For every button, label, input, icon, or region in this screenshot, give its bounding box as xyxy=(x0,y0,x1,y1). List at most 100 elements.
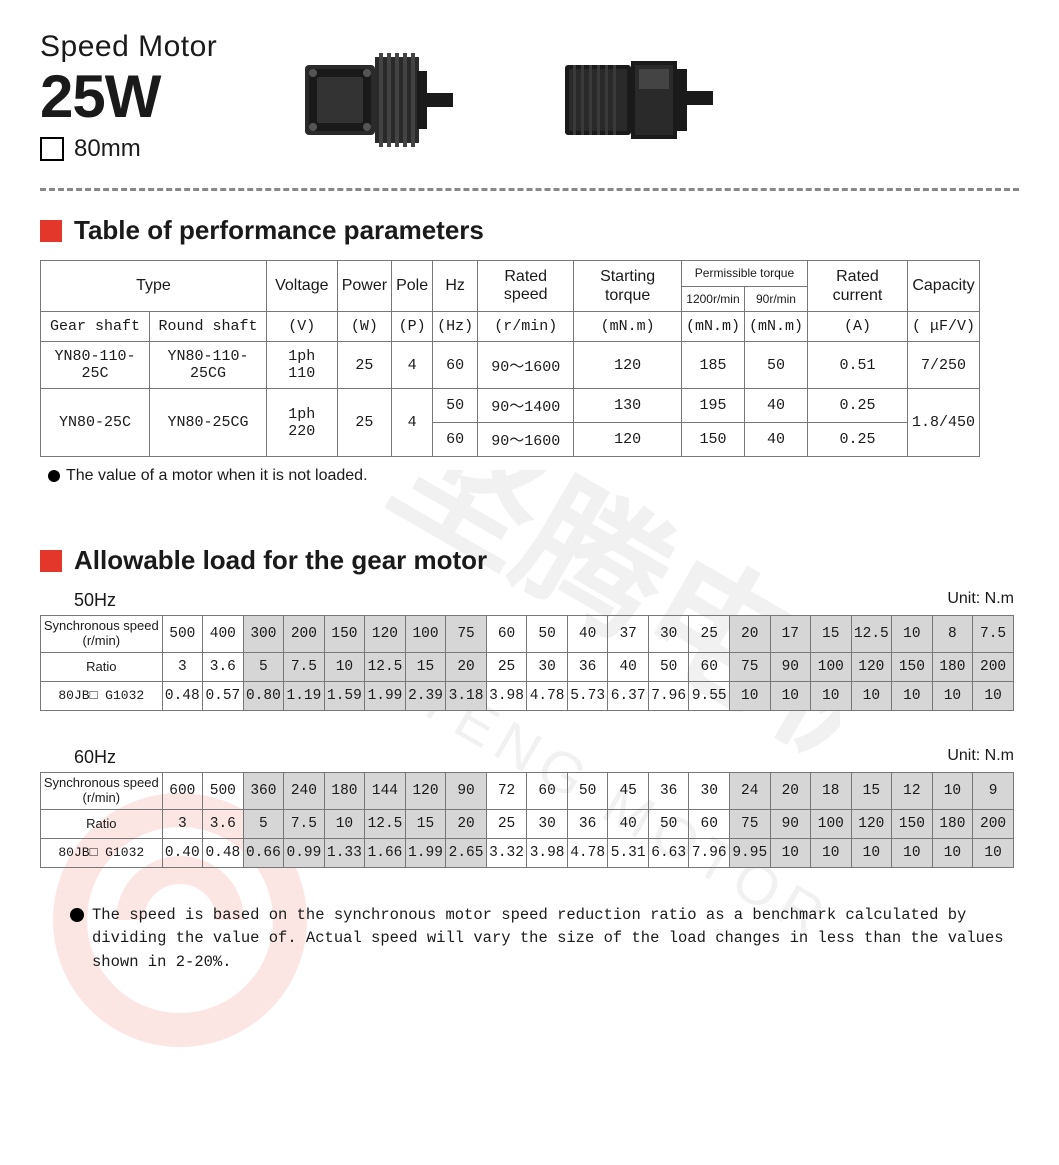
unit-ufv: ( μF/V) xyxy=(907,312,979,342)
cell: 40 xyxy=(608,653,649,682)
cell: 100 xyxy=(405,616,446,653)
cell: 3.6 xyxy=(203,653,244,682)
cell: 100 xyxy=(811,810,852,839)
cell: 36 xyxy=(567,653,608,682)
cell: 60 xyxy=(433,342,478,389)
load-60-block: 60Hz Unit: N.m Synchronous speed(r/min)6… xyxy=(40,747,1019,868)
th-power: Power xyxy=(337,261,391,312)
cell: 60 xyxy=(689,810,730,839)
cell: 1ph 220 xyxy=(266,389,337,457)
cell: 120 xyxy=(574,342,682,389)
cell: 72 xyxy=(486,773,527,810)
cell: 5 xyxy=(243,810,284,839)
bullet-icon xyxy=(70,908,84,922)
cell: 40 xyxy=(744,423,807,457)
cell: 10 xyxy=(892,616,933,653)
cell: 45 xyxy=(608,773,649,810)
cell: 1.19 xyxy=(284,682,325,711)
cell: 20 xyxy=(446,653,487,682)
cell: 30 xyxy=(689,773,730,810)
cell: 30 xyxy=(527,810,568,839)
th-rated-speed: Rated speed xyxy=(478,261,574,312)
cell: 0.80 xyxy=(243,682,284,711)
cell: 15 xyxy=(811,616,852,653)
cell: 40 xyxy=(567,616,608,653)
cell: 10 xyxy=(729,682,770,711)
cell: 30 xyxy=(527,653,568,682)
load-table-60: Synchronous speed(r/min)6005003602401801… xyxy=(40,772,1014,868)
cell: 10 xyxy=(932,839,973,868)
cell: 90 xyxy=(446,773,487,810)
product-wattage: 25W xyxy=(40,62,217,131)
cell: 10 xyxy=(892,682,933,711)
load-unit-50: Unit: N.m xyxy=(947,590,1014,611)
cell: 3 xyxy=(162,810,203,839)
cell: 20 xyxy=(729,616,770,653)
header: Speed Motor 25W 80mm xyxy=(40,30,1019,170)
row-header: 80JB□ G1032 xyxy=(41,839,163,868)
divider xyxy=(40,188,1019,191)
cell: 10 xyxy=(892,839,933,868)
cell: 25 xyxy=(689,616,730,653)
red-square-icon xyxy=(40,550,62,572)
cell: 75 xyxy=(729,653,770,682)
cell: 4 xyxy=(392,389,433,457)
unit-mnm-1: (mN.m) xyxy=(574,312,682,342)
th-start-torque: Starting torque xyxy=(574,261,682,312)
motor-image-side xyxy=(537,30,737,170)
cell: 4.78 xyxy=(567,839,608,868)
cell: 50 xyxy=(567,773,608,810)
cell: 90～1600 xyxy=(478,342,574,389)
bullet-icon xyxy=(48,470,60,482)
cell: 5.31 xyxy=(608,839,649,868)
cell: 3.98 xyxy=(527,839,568,868)
cell: 10 xyxy=(324,810,365,839)
cell: 0.51 xyxy=(807,342,907,389)
unit-p: (P) xyxy=(392,312,433,342)
cell: 10 xyxy=(811,839,852,868)
cell: 4.78 xyxy=(527,682,568,711)
unit-v: (V) xyxy=(266,312,337,342)
th-capacity: Capacity xyxy=(907,261,979,312)
frame-size-value: 80mm xyxy=(74,135,141,163)
cell: YN80-25CG xyxy=(150,389,267,457)
cell: 150 xyxy=(681,423,744,457)
cell: 1ph 110 xyxy=(266,342,337,389)
cell: 120 xyxy=(574,423,682,457)
cell: 1.8/450 xyxy=(907,389,979,457)
cell: 500 xyxy=(203,773,244,810)
unit-rmin: (r/min) xyxy=(478,312,574,342)
cell: 60 xyxy=(433,423,478,457)
load-60-label: 60Hz xyxy=(74,747,116,768)
th-voltage: Voltage xyxy=(266,261,337,312)
cell: 6.37 xyxy=(608,682,649,711)
cell: 0.48 xyxy=(203,839,244,868)
cell: 144 xyxy=(365,773,406,810)
unit-hz: (Hz) xyxy=(433,312,478,342)
th-gear-shaft: Gear shaft xyxy=(41,312,150,342)
cell: 400 xyxy=(203,616,244,653)
cell: 150 xyxy=(892,810,933,839)
footnote-text: The speed is based on the synchronous mo… xyxy=(92,906,1004,971)
cell: 185 xyxy=(681,342,744,389)
cell: 300 xyxy=(243,616,284,653)
cell: 40 xyxy=(744,389,807,423)
cell: 3.18 xyxy=(446,682,487,711)
row-header: Synchronous speed(r/min) xyxy=(41,616,163,653)
th-perm-torque: Permissible torque xyxy=(681,261,807,287)
th-round-shaft: Round shaft xyxy=(150,312,267,342)
th-pole: Pole xyxy=(392,261,433,312)
load-unit-60: Unit: N.m xyxy=(947,747,1014,768)
cell: 1.33 xyxy=(324,839,365,868)
cell: 10 xyxy=(851,682,892,711)
cell: YN80-25C xyxy=(41,389,150,457)
cell: 10 xyxy=(851,839,892,868)
cell: 0.40 xyxy=(162,839,203,868)
cell: 15 xyxy=(405,653,446,682)
th-hz: Hz xyxy=(433,261,478,312)
cell: 30 xyxy=(648,616,689,653)
cell: 60 xyxy=(486,616,527,653)
th-type: Type xyxy=(41,261,267,312)
cell: 75 xyxy=(729,810,770,839)
cell: 3 xyxy=(162,653,203,682)
